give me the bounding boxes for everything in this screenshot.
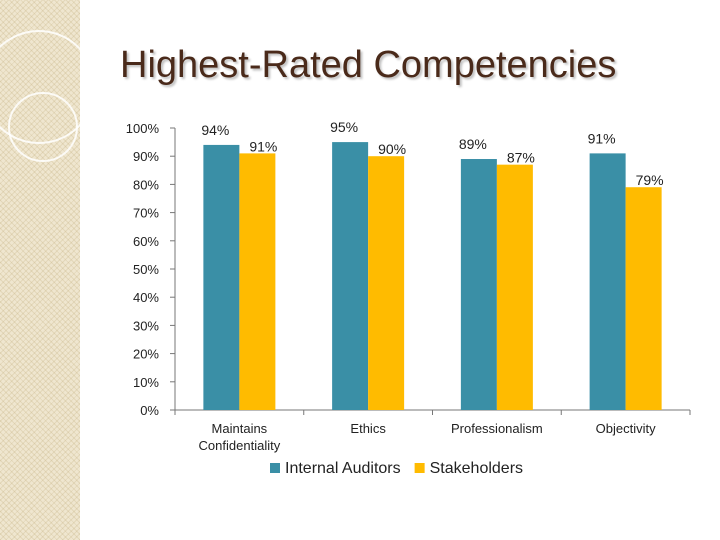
legend: Internal Auditors Stakeholders xyxy=(270,460,523,477)
legend-swatch xyxy=(414,463,425,473)
bar-series-group xyxy=(203,142,662,411)
data-label: 95% xyxy=(330,119,358,135)
x-category-label: Professionalism xyxy=(451,421,543,436)
data-label: 79% xyxy=(636,172,664,188)
data-label: 91% xyxy=(249,138,277,154)
y-tick-label: 60% xyxy=(133,234,159,249)
x-category-label: Ethics xyxy=(350,421,386,436)
y-tick-label: 0% xyxy=(140,403,159,418)
x-category-label: Objectivity xyxy=(596,421,656,436)
x-category-label: Confidentiality xyxy=(199,438,281,453)
x-category-label: Maintains xyxy=(212,421,268,436)
bar-stakeholders xyxy=(625,187,662,410)
y-tick-label: 20% xyxy=(133,347,159,362)
bar-stakeholders xyxy=(239,153,276,410)
y-tick-label: 10% xyxy=(133,375,159,390)
y-tick-label: 70% xyxy=(133,206,159,221)
data-label: 87% xyxy=(507,150,535,166)
decorative-left-strip xyxy=(0,0,96,540)
data-labels: 94% 91% 95% 90% 89% 87% 91% 79% xyxy=(201,119,663,188)
y-tick-label: 50% xyxy=(133,262,159,277)
slide-title: Highest-Rated Competencies xyxy=(120,44,617,86)
bar-internal-auditors xyxy=(332,142,369,410)
legend-label: Stakeholders xyxy=(430,460,523,477)
y-tick-label: 40% xyxy=(133,290,159,305)
bar-stakeholders xyxy=(368,156,405,410)
bar-internal-auditors xyxy=(589,153,626,410)
bar-stakeholders xyxy=(496,164,533,410)
y-tick-label: 80% xyxy=(133,177,159,192)
decorative-ring xyxy=(8,92,78,162)
data-label: 89% xyxy=(459,136,487,152)
x-axis-categories: Maintains Confidentiality Ethics Profession… xyxy=(199,421,657,453)
legend-label: Internal Auditors xyxy=(285,460,401,477)
y-tick-label: 100% xyxy=(126,121,160,136)
bar-internal-auditors xyxy=(203,144,240,411)
y-tick-label: 90% xyxy=(133,149,159,164)
data-label: 94% xyxy=(201,122,229,138)
data-label: 91% xyxy=(588,130,616,146)
bar-internal-auditors xyxy=(460,159,497,410)
y-tick-label: 30% xyxy=(133,318,159,333)
legend-swatch xyxy=(270,463,280,473)
data-label: 90% xyxy=(378,141,406,157)
